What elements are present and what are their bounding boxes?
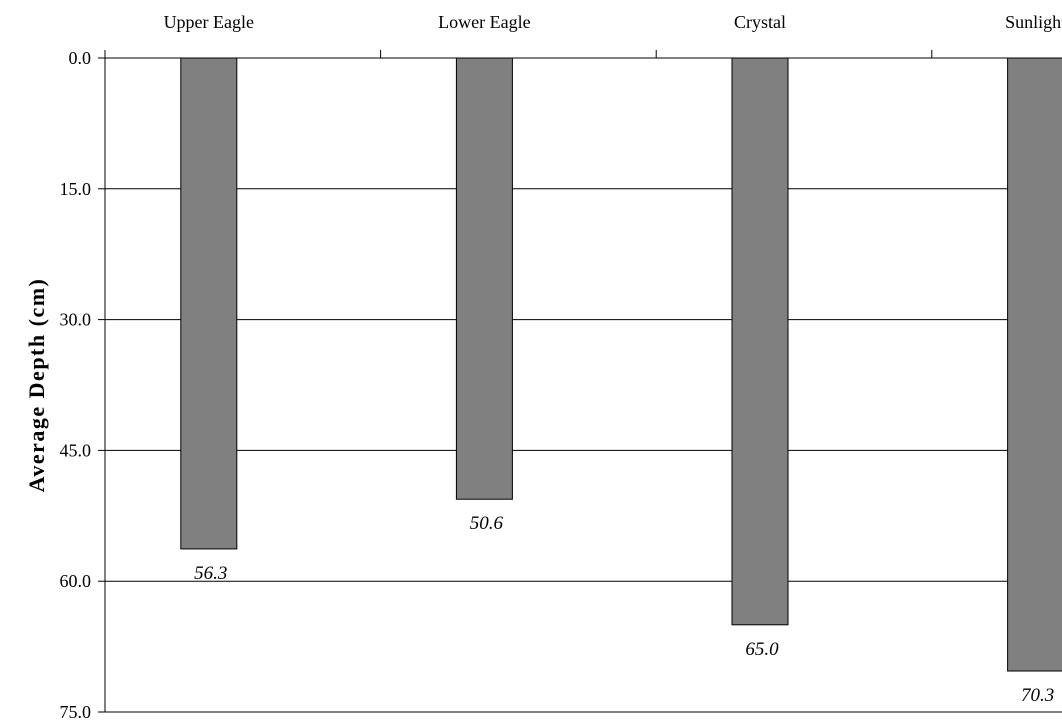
y-tick-label: 60.0 (60, 571, 92, 591)
category-label: Sunlight (1005, 12, 1062, 32)
category-label: Crystal (734, 12, 786, 32)
data-label: 56.3 (194, 563, 227, 584)
y-tick-label: 75.0 (60, 702, 92, 722)
y-tick-label: 15.0 (60, 179, 92, 199)
category-label: Upper Eagle (164, 12, 254, 32)
bar (455, 57, 513, 500)
bar (731, 57, 789, 626)
y-tick-label: 0.0 (69, 48, 92, 68)
data-label: 70.3 (1021, 685, 1054, 706)
data-label: 65.0 (745, 639, 779, 660)
data-label: 50.6 (470, 513, 504, 534)
category-labels: Upper Eagle Lower Eagle Crystal Sunlight (164, 12, 1062, 32)
category-label: Lower Eagle (438, 12, 530, 32)
axes (98, 50, 1062, 713)
bar (1007, 57, 1062, 672)
y-axis-title: Average Depth (cm) (24, 278, 49, 493)
bar (180, 57, 238, 550)
bars (180, 57, 1062, 672)
data-labels: 56.3 50.6 65.0 70.3 (194, 513, 1054, 706)
gridlines (105, 188, 1062, 713)
y-tick-labels: 0.0 15.0 30.0 45.0 60.0 75.0 (60, 48, 92, 722)
y-tick-label: 30.0 (60, 310, 92, 330)
y-tick-label: 45.0 (60, 440, 92, 460)
